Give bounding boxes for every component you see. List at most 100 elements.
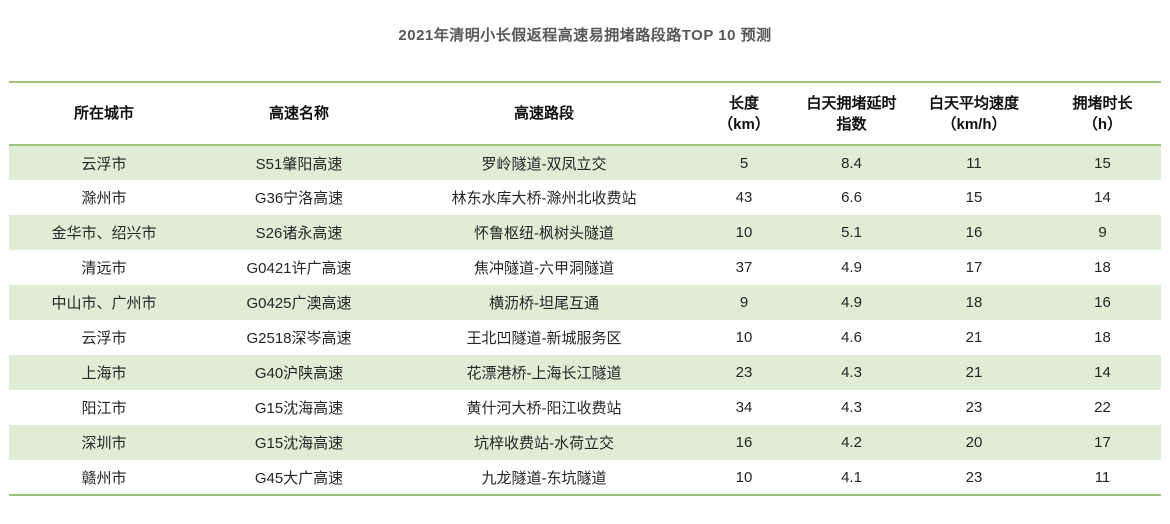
column-header-line1: 高速名称	[268, 105, 329, 122]
cell-name: S26诸永高速	[255, 225, 343, 242]
cell-duration: 16	[1094, 294, 1111, 311]
column-header-duration: 拥堵时长 （h）	[1044, 82, 1161, 145]
column-header-line2: 指数	[836, 115, 867, 133]
cell-delay: 4.2	[841, 434, 862, 451]
cell-delay: 4.9	[841, 294, 862, 311]
cell-delay: 6.6	[841, 189, 862, 206]
cell-speed: 16	[965, 224, 983, 241]
column-header-name: 高速名称	[199, 82, 399, 145]
cell-length: 10	[735, 468, 753, 486]
cell-duration: 18	[1094, 329, 1111, 346]
cell-length: 16	[735, 434, 753, 451]
cell-duration: 14	[1094, 189, 1111, 206]
cell-city: 清远市	[81, 260, 127, 277]
cell-duration: 18	[1094, 259, 1111, 276]
column-header-line1: 白天拥堵延时	[806, 94, 897, 112]
cell-delay: 4.1	[841, 468, 862, 486]
cell-city: 金华市、绍兴市	[51, 225, 157, 242]
cell-name: G0421许广高速	[246, 260, 352, 277]
cell-name: G15沈海高速	[254, 400, 344, 417]
table-row: 深圳市 G15沈海高速 坑梓收费站-水荷立交 16 4.2 20 17	[9, 425, 1161, 460]
cell-length: 5	[739, 154, 749, 172]
cell-segment: 焦冲隧道-六甲洞隧道	[474, 260, 614, 277]
cell-name: G2518深岑高速	[246, 330, 352, 347]
table-body: 云浮市 S51肇阳高速 罗岭隧道-双凤立交 5 8.4 11 15 滁州市 G36宁洛高速 林东水…	[9, 145, 1161, 495]
column-header-segment: 高速路段	[399, 82, 689, 145]
cell-duration: 22	[1094, 399, 1111, 416]
cell-segment: 罗岭隧道-双凤立交	[481, 155, 607, 173]
cell-city: 赣州市	[81, 469, 127, 487]
cell-length: 10	[735, 224, 753, 241]
cell-delay: 4.3	[841, 399, 862, 416]
cell-segment: 黄什河大桥-阳江收费站	[466, 400, 622, 417]
cell-length: 23	[735, 364, 753, 381]
cell-length: 10	[735, 329, 753, 346]
cell-speed: 20	[965, 434, 983, 451]
table-row: 上海市 G40沪陕高速 花漂港桥-上海长江隧道 23 4.3 21 14	[9, 355, 1161, 390]
table-row: 赣州市 G45大广高速 九龙隧道-东坑隧道 10 4.1 23 11	[9, 460, 1161, 495]
table-row: 金华市、绍兴市 S26诸永高速 怀鲁枢纽-枫树头隧道 10 5.1 16 9	[9, 215, 1161, 250]
table-row: 清远市 G0421许广高速 焦冲隧道-六甲洞隧道 37 4.9 17 18	[9, 250, 1161, 285]
column-header-line1: 长度	[728, 94, 759, 112]
cell-name: G45大广高速	[254, 469, 344, 487]
cell-speed: 11	[966, 154, 982, 172]
cell-segment: 坑梓收费站-水荷立交	[474, 435, 614, 452]
cell-name: G15沈海高速	[254, 435, 344, 452]
cell-delay: 4.6	[841, 329, 862, 346]
table-header: 所在城市 高速名称 高速路段 长度 （km） 白天拥堵延时 指数 白天平均速度 （km/h） 拥堵…	[9, 82, 1161, 145]
congestion-table-container: 所在城市 高速名称 高速路段 长度 （km） 白天拥堵延时 指数 白天平均速度 （km/h） 拥堵…	[9, 81, 1161, 496]
cell-length: 37	[735, 259, 753, 276]
congestion-table: 所在城市 高速名称 高速路段 长度 （km） 白天拥堵延时 指数 白天平均速度 （km/h） 拥堵…	[9, 81, 1161, 496]
table-row: 阳江市 G15沈海高速 黄什河大桥-阳江收费站 34 4.3 23 22	[9, 390, 1161, 425]
cell-duration: 9	[1098, 224, 1107, 241]
cell-name: S51肇阳高速	[255, 155, 343, 173]
column-header-line1: 高速路段	[513, 105, 574, 122]
column-header-line2: （km）	[718, 115, 770, 133]
cell-name: G36宁洛高速	[254, 190, 344, 207]
cell-city: 深圳市	[81, 435, 127, 452]
cell-city: 阳江市	[81, 400, 127, 417]
cell-speed: 23	[965, 468, 983, 486]
cell-speed: 17	[965, 259, 983, 276]
cell-name: G40沪陕高速	[254, 365, 344, 382]
cell-delay: 8.4	[841, 154, 862, 172]
table-row: 滁州市 G36宁洛高速 林东水库大桥-滁州北收费站 43 6.6 15 14	[9, 180, 1161, 215]
column-header-line2: （km/h）	[941, 115, 1007, 133]
cell-delay: 4.3	[841, 364, 862, 381]
table-row: 云浮市 S51肇阳高速 罗岭隧道-双凤立交 5 8.4 11 15	[9, 145, 1161, 180]
cell-segment: 九龙隧道-东坑隧道	[481, 469, 607, 487]
cell-duration: 15	[1094, 154, 1111, 172]
cell-length: 9	[739, 294, 749, 311]
cell-duration: 14	[1094, 364, 1111, 381]
cell-city: 上海市	[81, 365, 127, 382]
cell-speed: 18	[965, 294, 983, 311]
cell-city: 中山市、广州市	[51, 295, 157, 312]
column-header-line2: （h）	[1082, 115, 1123, 133]
cell-length: 43	[735, 189, 753, 206]
cell-segment: 花漂港桥-上海长江隧道	[466, 365, 622, 382]
cell-duration: 17	[1094, 434, 1111, 451]
cell-segment: 林东水库大桥-滁州北收费站	[451, 190, 637, 207]
cell-segment: 怀鲁枢纽-枫树头隧道	[474, 225, 614, 242]
table-row: 云浮市 G2518深岑高速 王北凹隧道-新城服务区 10 4.6 21 18	[9, 320, 1161, 355]
column-header-line1: 拥堵时长	[1072, 94, 1133, 112]
cell-name: G0425广澳高速	[246, 295, 352, 312]
column-header-speed: 白天平均速度 （km/h）	[904, 82, 1044, 145]
cell-speed: 21	[965, 329, 983, 346]
column-header-line1: 白天平均速度	[928, 94, 1019, 112]
cell-duration: 11	[1094, 468, 1111, 486]
cell-delay: 5.1	[841, 224, 862, 241]
column-header-line1: 所在城市	[73, 105, 134, 122]
table-row: 中山市、广州市 G0425广澳高速 横沥桥-坦尾互通 9 4.9 18 16	[9, 285, 1161, 320]
column-header-length: 长度 （km）	[689, 82, 799, 145]
cell-segment: 王北凹隧道-新城服务区	[466, 330, 622, 347]
cell-city: 云浮市	[81, 155, 127, 173]
column-header-city: 所在城市	[9, 82, 199, 145]
cell-speed: 23	[965, 399, 983, 416]
header-row: 所在城市 高速名称 高速路段 长度 （km） 白天拥堵延时 指数 白天平均速度 （km/h） 拥堵…	[9, 82, 1161, 145]
cell-speed: 21	[965, 364, 983, 381]
cell-segment: 横沥桥-坦尾互通	[489, 295, 599, 312]
page-title: 2021年清明小长假返程高速易拥堵路段路TOP 10 预测	[398, 27, 772, 44]
cell-city: 云浮市	[81, 330, 127, 347]
cell-city: 滁州市	[81, 190, 127, 207]
